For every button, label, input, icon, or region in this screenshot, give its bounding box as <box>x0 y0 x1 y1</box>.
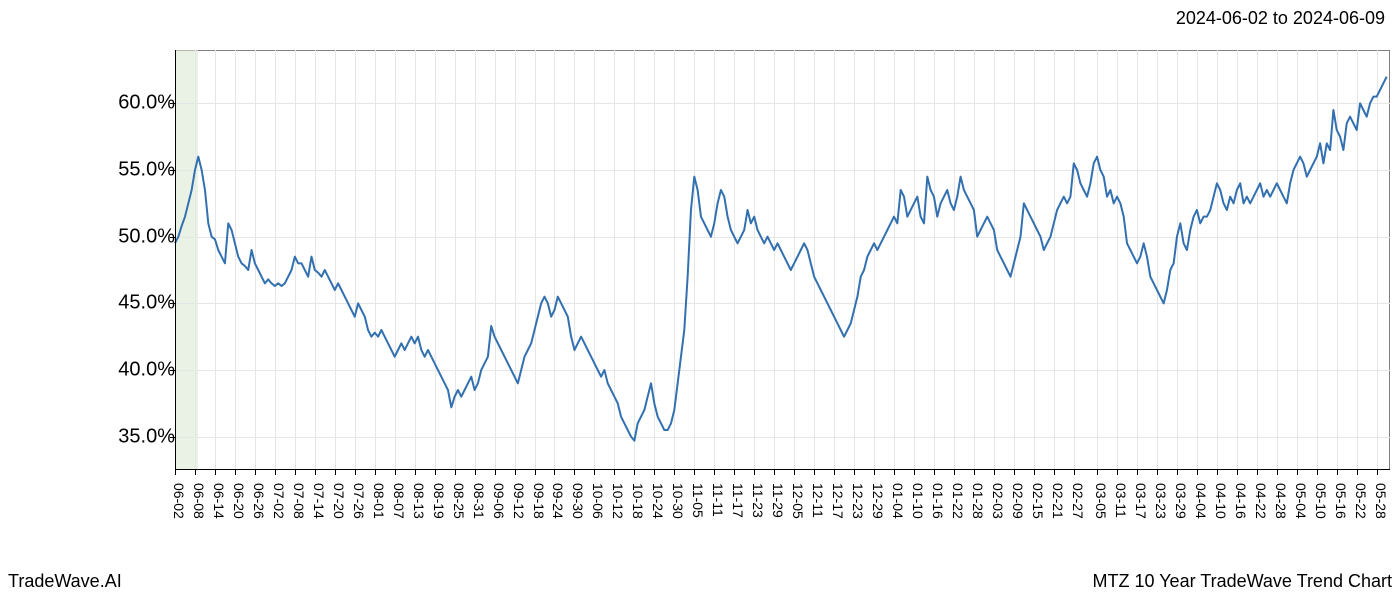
x-tick-label: 03-05 <box>1093 483 1109 519</box>
x-tick-label: 11-05 <box>690 483 706 518</box>
x-tick-label: 07-20 <box>331 483 347 519</box>
x-tick-label: 05-10 <box>1313 483 1329 519</box>
x-tick-label: 08-31 <box>471 483 487 519</box>
x-tick-label: 10-18 <box>630 483 646 519</box>
chart-title: MTZ 10 Year TradeWave Trend Chart <box>1093 571 1392 592</box>
x-tick-label: 08-13 <box>411 483 427 519</box>
x-tick-label: 08-01 <box>371 483 387 519</box>
x-tick-label: 01-04 <box>890 483 906 519</box>
x-tick-label: 06-08 <box>191 483 207 519</box>
x-tick-label: 05-04 <box>1293 483 1309 519</box>
x-tick-label: 10-24 <box>650 483 666 519</box>
x-tick-label: 10-30 <box>670 483 686 519</box>
x-tick-label: 03-11 <box>1113 483 1129 518</box>
x-tick-label: 09-24 <box>550 483 566 519</box>
x-tick-label: 02-09 <box>1010 483 1026 519</box>
x-tick-label: 02-27 <box>1070 483 1086 519</box>
x-tick-label: 04-16 <box>1233 483 1249 519</box>
x-tick-label: 05-16 <box>1333 483 1349 519</box>
x-tick-label: 01-10 <box>910 483 926 519</box>
x-tick-label: 02-15 <box>1030 483 1046 519</box>
x-tick-label: 11-11 <box>710 483 726 517</box>
x-tick-label: 12-29 <box>870 483 886 519</box>
x-tick-label: 07-14 <box>311 483 327 519</box>
x-tick-label: 04-28 <box>1273 483 1289 519</box>
x-tick-label: 09-18 <box>531 483 547 519</box>
x-tick-label: 11-23 <box>750 483 766 518</box>
x-tick-label: 06-26 <box>251 483 267 519</box>
y-tick-label: 55.0% <box>118 159 175 182</box>
x-tick-label: 12-11 <box>810 483 826 518</box>
x-tick-label: 12-05 <box>790 483 806 519</box>
x-tick-label: 03-23 <box>1153 483 1169 519</box>
date-range-label: 2024-06-02 to 2024-06-09 <box>1176 8 1385 29</box>
x-tick-label: 05-28 <box>1373 483 1389 519</box>
x-tick-label: 02-21 <box>1050 483 1066 519</box>
x-tick-label: 01-28 <box>970 483 986 519</box>
x-tick-label: 07-26 <box>351 483 367 519</box>
x-tick-label: 10-12 <box>610 483 626 519</box>
chart-plot-area <box>175 50 1390 470</box>
x-tick-label: 11-29 <box>770 483 786 518</box>
trend-line <box>175 50 1390 470</box>
x-tick-label: 01-22 <box>950 483 966 519</box>
x-tick-label: 08-25 <box>451 483 467 519</box>
x-tick-label: 07-08 <box>291 483 307 519</box>
x-tick-label: 09-06 <box>491 483 507 519</box>
x-tick-label: 06-02 <box>171 483 187 519</box>
x-tick-label: 04-22 <box>1253 483 1269 519</box>
y-tick-label: 45.0% <box>118 292 175 315</box>
x-tick-label: 04-04 <box>1193 483 1209 519</box>
y-tick-label: 40.0% <box>118 359 175 382</box>
x-tick-label: 08-07 <box>391 483 407 519</box>
y-tick-label: 60.0% <box>118 92 175 115</box>
x-tick-label: 06-14 <box>211 483 227 519</box>
brand-label: TradeWave.AI <box>8 571 122 592</box>
x-tick-label: 09-30 <box>570 483 586 519</box>
x-tick-label: 12-23 <box>850 483 866 519</box>
x-tick-label: 03-29 <box>1173 483 1189 519</box>
x-tick-label: 12-17 <box>830 483 846 519</box>
x-tick-label: 05-22 <box>1353 483 1369 519</box>
x-tick-label: 04-10 <box>1213 483 1229 519</box>
x-tick-label: 09-12 <box>511 483 527 519</box>
x-axis <box>175 469 1390 470</box>
x-tick-label: 07-02 <box>271 483 287 519</box>
x-tick-label: 01-16 <box>930 483 946 519</box>
x-tick-label: 02-03 <box>990 483 1006 519</box>
y-tick-label: 35.0% <box>118 425 175 448</box>
x-tick-label: 03-17 <box>1133 483 1149 519</box>
y-tick-label: 50.0% <box>118 225 175 248</box>
x-tick-label: 06-20 <box>231 483 247 519</box>
x-tick-label: 10-06 <box>590 483 606 519</box>
x-tick-label: 11-17 <box>730 483 746 518</box>
x-tick-label: 08-19 <box>431 483 447 519</box>
